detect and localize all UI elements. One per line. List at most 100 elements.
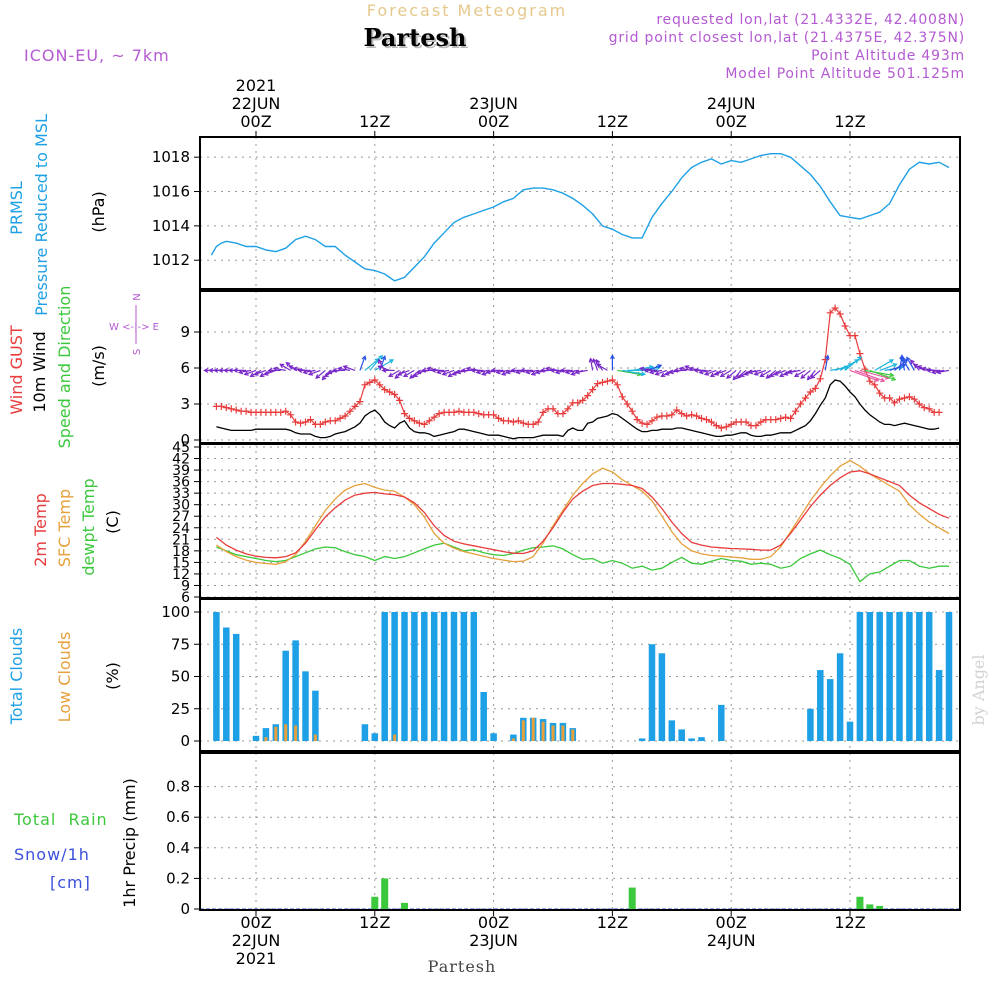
total-cloud-bar xyxy=(232,633,240,741)
wind-arrow xyxy=(678,366,692,372)
wind-arrow xyxy=(588,357,594,371)
wind-arrow xyxy=(336,366,351,372)
wind-arrow xyxy=(787,369,801,375)
snow-unit-label: [cm] xyxy=(50,873,91,892)
gust-marker xyxy=(316,420,324,428)
gust-marker xyxy=(876,389,884,397)
time-label-bottom: 24JUN xyxy=(707,931,756,950)
y-tick-label: 33 xyxy=(172,486,190,502)
gust-marker xyxy=(693,412,701,420)
y-tick-label: 6 xyxy=(181,590,190,606)
wind-arrow xyxy=(793,369,806,378)
total-cloud-bar xyxy=(401,612,408,741)
gust-marker xyxy=(920,404,928,412)
sfc-temp-line xyxy=(216,459,950,565)
gust-marker xyxy=(559,410,567,418)
wind-arrow xyxy=(369,354,383,371)
gust-marker xyxy=(401,410,408,418)
total-cloud-bar xyxy=(866,612,874,741)
time-label-top: 00Z xyxy=(478,112,509,131)
pressure-panel: 1012 1014 1016 1018 PRMSL Pressure Reduced … xyxy=(7,114,961,316)
time-label-bottom: 00Z xyxy=(478,913,509,932)
wind-panel: 0 3 6 9 Wind GUST 10m Wind Speed and Direct… xyxy=(7,286,961,449)
compass-legend: N S W <-|-> E xyxy=(109,293,159,355)
pressure-frame xyxy=(199,136,961,290)
time-label-bottom: 12Z xyxy=(359,913,390,932)
wind-arrow xyxy=(925,367,940,373)
wind-arrow xyxy=(402,369,415,378)
total-cloud-bar xyxy=(391,612,398,741)
gust-marker xyxy=(683,412,691,420)
gust-marker xyxy=(811,384,819,392)
wind-arrow xyxy=(844,356,863,371)
total-cloud-bar xyxy=(668,720,676,741)
total-cloud-bar xyxy=(450,612,458,741)
y-tick-label: 0.2 xyxy=(166,869,190,887)
gust-marker xyxy=(584,392,592,400)
gust-marker xyxy=(386,388,394,396)
clouds-unit-label: (%) xyxy=(103,662,122,690)
wind-arrow xyxy=(435,369,450,375)
total-cloud-bar xyxy=(916,612,923,741)
gust-marker xyxy=(623,400,631,408)
total-cloud-bar xyxy=(856,612,864,741)
wind-arrow xyxy=(243,369,257,376)
low-cloud-bar xyxy=(531,717,535,741)
total-cloud-bar xyxy=(411,612,418,741)
total-cloud-bar xyxy=(361,724,369,741)
gust-marker xyxy=(217,402,225,410)
gust-marker xyxy=(222,404,230,412)
clouds-panel: 0 25 50 75 100 Total Clouds Low Clouds (%) xyxy=(7,598,961,752)
wind-arrow xyxy=(302,369,316,375)
total-cloud-bar xyxy=(440,612,448,741)
low-cloud-bar xyxy=(264,737,268,741)
wind-arrow xyxy=(331,367,346,373)
y-tick-label: 18 xyxy=(172,544,190,560)
gust-marker xyxy=(227,405,235,413)
time-label-bottom: 00Z xyxy=(716,913,747,932)
time-label-top: 12Z xyxy=(834,112,865,131)
low-clouds-bars xyxy=(264,717,575,741)
total-cloud-bar xyxy=(678,729,685,741)
gust-marker xyxy=(816,375,824,383)
gust-marker xyxy=(420,420,428,428)
gust-marker xyxy=(896,395,903,403)
wind-arrow xyxy=(279,363,291,371)
gust-marker xyxy=(702,416,710,424)
gust-marker xyxy=(801,394,809,402)
gust-marker xyxy=(232,406,240,414)
y-tick-label: 1016 xyxy=(152,183,190,201)
wind-arrow xyxy=(315,369,326,379)
wind-arrow xyxy=(854,369,886,383)
time-label-bottom: 12Z xyxy=(597,913,628,932)
gust-marker xyxy=(410,417,418,425)
gust-marker xyxy=(529,420,537,428)
app-title: Forecast Meteogram xyxy=(367,1,567,20)
pressure-unit-label: (hPa) xyxy=(89,191,108,232)
y-tick-label: 0.8 xyxy=(166,778,190,796)
gust-marker xyxy=(599,378,606,386)
gust-marker xyxy=(574,399,582,407)
total-cloud-bar xyxy=(223,627,230,741)
low-cloud-bar xyxy=(284,724,288,741)
y-tick-label: 21 xyxy=(172,532,190,548)
wind-arrow xyxy=(564,369,578,375)
y-tick-label: 24 xyxy=(172,521,190,537)
wind-arrow xyxy=(253,369,267,376)
wind-arrow xyxy=(377,365,390,371)
gust-marker xyxy=(346,407,354,415)
wind-arrow xyxy=(874,359,895,371)
gust-marker xyxy=(851,332,859,340)
gust-marker xyxy=(841,322,849,330)
y-tick-label: 0 xyxy=(180,732,190,750)
total-cloud-bar xyxy=(381,612,388,741)
total-cloud-bar xyxy=(846,721,854,741)
total-cloud-bar xyxy=(282,650,289,741)
gust-marker xyxy=(450,408,458,416)
wind-direction-arrows xyxy=(203,354,950,383)
y-tick-label: 75 xyxy=(171,635,190,653)
wind-arrow xyxy=(396,369,410,376)
compass-south: S xyxy=(132,349,143,355)
y-tick-label: 1018 xyxy=(152,148,190,166)
total-cloud-bar xyxy=(213,612,220,741)
